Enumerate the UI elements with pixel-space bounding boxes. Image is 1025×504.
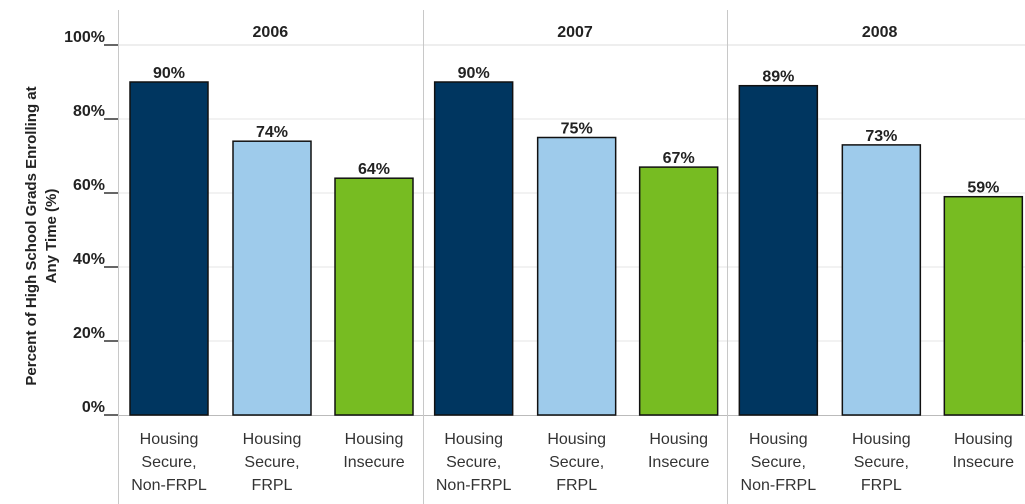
data-label: 75% [561,121,593,138]
panel-title: 2006 [253,24,289,41]
x-category-label: Housing Secure, Non-FRPL [436,431,512,494]
panel-title: 2007 [557,24,593,41]
bar [232,140,312,416]
y-tick-label: 100% [64,29,105,46]
x-category-label: Housing Insecure [953,431,1014,471]
data-label: 74% [256,124,288,141]
y-tick-label: 20% [73,325,105,342]
y-tick-label: 0% [82,399,105,416]
bar [334,177,414,416]
bar [738,84,819,416]
x-category-label: Housing Secure, FRPL [852,431,911,494]
data-label: 64% [358,161,390,178]
data-label: 73% [865,128,897,145]
data-label: 59% [967,180,999,197]
data-label: 90% [153,65,185,82]
bar [943,195,1024,416]
x-category-label: Housing Insecure [343,431,404,471]
y-axis-title: Percent of High School Grads Enrolling a… [23,86,60,385]
data-label: 89% [762,69,794,86]
x-category-label: Housing Secure, Non-FRPL [131,431,207,494]
y-tick-label: 80% [73,103,105,120]
x-category-label: Housing Insecure [648,431,709,471]
y-tick-label: 60% [73,177,105,194]
x-category-label: Housing Secure, FRPL [243,431,302,494]
x-category-label: Housing Secure, Non-FRPL [741,431,817,494]
bar [638,166,719,416]
data-label: 90% [458,65,490,82]
panel-title: 2008 [862,24,898,41]
bar [129,81,209,416]
bars [129,81,1024,416]
bar [841,144,922,416]
x-category-label: Housing Secure, FRPL [547,431,606,494]
data-label: 67% [663,150,695,167]
bar [536,136,617,416]
labels: 0% 20% 40% 60% 80% 100% 2006 90% Housing Secure, N… [64,24,1014,494]
y-tick-label: 40% [73,251,105,268]
bar [433,81,514,416]
